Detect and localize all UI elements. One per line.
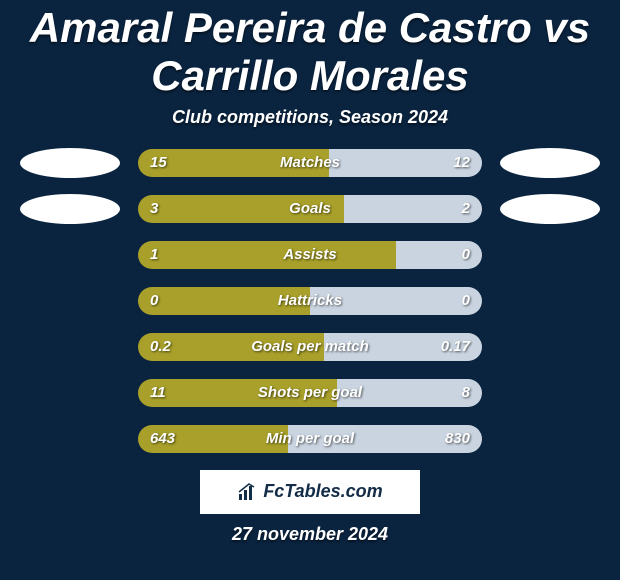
subtitle: Club competitions, Season 2024 (0, 107, 620, 128)
stat-bar: 118Shots per goal (138, 379, 482, 407)
stat-row: 10Assists (0, 240, 620, 270)
stat-label: Shots per goal (138, 379, 482, 407)
stat-row: 32Goals (0, 194, 620, 224)
player-marker-left (20, 194, 120, 224)
page-title: Amaral Pereira de Castro vs Carrillo Mor… (0, 0, 620, 101)
stat-bar: 00Hattricks (138, 287, 482, 315)
source-badge: FcTables.com (200, 470, 420, 514)
stat-bar: 1512Matches (138, 149, 482, 177)
stat-row: 00Hattricks (0, 286, 620, 316)
stat-row: 1512Matches (0, 148, 620, 178)
stat-row: 118Shots per goal (0, 378, 620, 408)
stat-bar: 0.20.17Goals per match (138, 333, 482, 361)
stat-label: Hattricks (138, 287, 482, 315)
stat-label: Min per goal (138, 425, 482, 453)
player-marker-right (500, 148, 600, 178)
source-badge-text: FcTables.com (263, 481, 382, 502)
player-marker-left (20, 148, 120, 178)
comparison-rows: 1512Matches 32Goals 10Assists 00Hattricks 0.… (0, 128, 620, 454)
stat-row: 0.20.17Goals per match (0, 332, 620, 362)
player-marker-right (500, 194, 600, 224)
stat-label: Goals (138, 195, 482, 223)
footer-date: 27 november 2024 (0, 524, 620, 545)
chart-icon (237, 482, 257, 502)
stat-row: 643830Min per goal (0, 424, 620, 454)
stat-bar: 643830Min per goal (138, 425, 482, 453)
stat-bar: 32Goals (138, 195, 482, 223)
stat-label: Matches (138, 149, 482, 177)
stat-label: Assists (138, 241, 482, 269)
stat-label: Goals per match (138, 333, 482, 361)
stat-bar: 10Assists (138, 241, 482, 269)
